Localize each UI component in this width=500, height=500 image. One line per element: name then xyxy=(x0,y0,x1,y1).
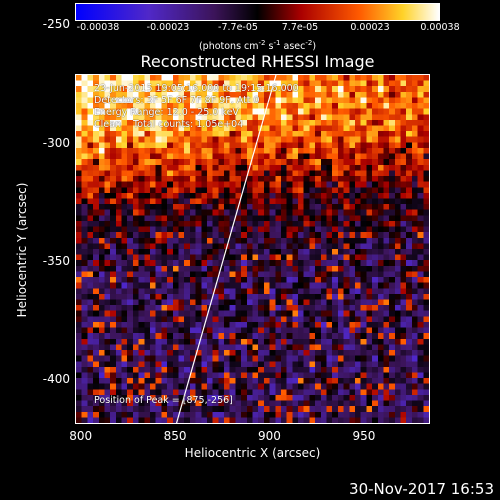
colorbar-tick: -0.00038 xyxy=(76,22,120,33)
x-axis-label: Heliocentric X (arcsec) xyxy=(184,446,321,460)
annotation-energy: Energy Range: 12.0 - 25.0 keV xyxy=(94,107,239,118)
chart-title: Reconstructed RHESSI Image xyxy=(140,52,375,71)
plot-area: 23-Jun-2015 19:05:16.000 to 19:15:16.000… xyxy=(75,74,430,424)
plot-overlay xyxy=(175,75,277,423)
colorbar-tick: 0.00038 xyxy=(420,22,460,33)
y-axis-label: Heliocentric Y (arcsec) xyxy=(15,182,29,318)
solar-limb-line xyxy=(175,75,277,423)
x-tick-label: 900 xyxy=(258,429,281,443)
annotation-peak: Position of Peak = [875,-256] xyxy=(94,395,233,406)
x-tick-label: 950 xyxy=(352,429,376,443)
annotation-counts: Clean Total counts: 1.05e+04 xyxy=(94,119,244,130)
colorbar xyxy=(75,3,440,21)
y-tick-label: -400 xyxy=(42,372,70,387)
timestamp: 30-Nov-2017 16:53 xyxy=(349,480,494,498)
x-tick-label: 850 xyxy=(163,429,187,443)
x-tick-label: 800 xyxy=(69,429,93,443)
y-tick-label: -300 xyxy=(42,135,70,150)
heatmap-image xyxy=(76,75,429,423)
annotation-detectors: Detectors: 3F 5F 6F 7F 8F 9F, Att 0 xyxy=(94,95,260,106)
colorbar-tick: 7.7e-05 xyxy=(281,22,319,33)
colorbar-tick: -0.00023 xyxy=(146,22,190,33)
y-tick-label: -250 xyxy=(42,17,70,32)
annotation-time-range: 23-Jun-2015 19:05:16.000 to 19:15:16.000 xyxy=(94,83,299,94)
colorbar-tick: 0.00023 xyxy=(350,22,390,33)
colorbar-tick: -7.7e-05 xyxy=(218,22,258,33)
colorbar-units: (photons cm-2 s-1 asec-2) xyxy=(198,39,317,53)
y-tick-label: -350 xyxy=(42,253,70,268)
